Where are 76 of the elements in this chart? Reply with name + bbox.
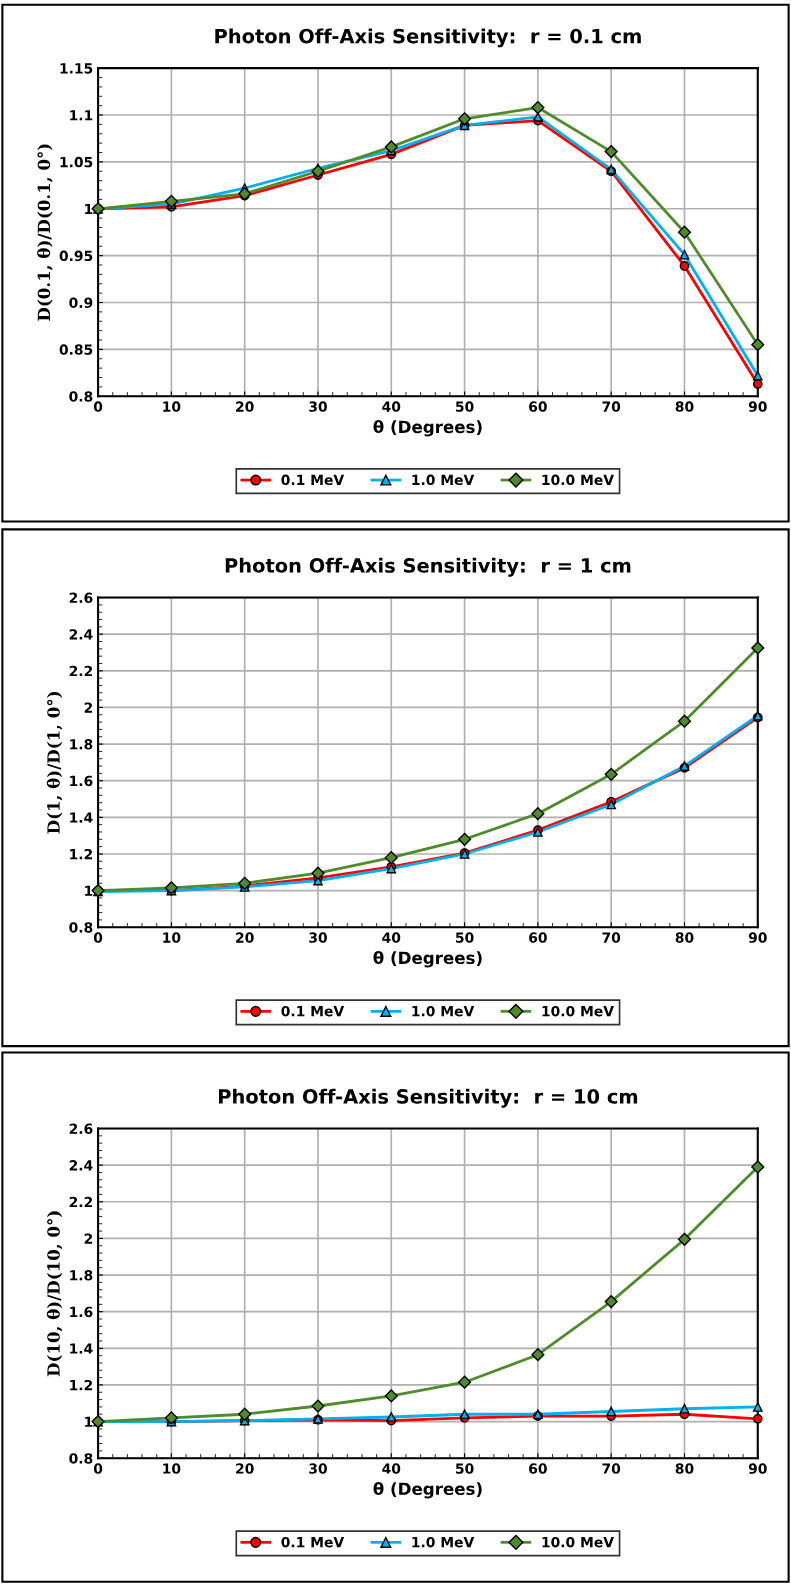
x-tick-label: 10 (163, 932, 181, 943)
y-tick-label: 1.2 (70, 848, 93, 860)
legend-label: 0.1 MeV (281, 1005, 345, 1017)
chart-title: Photon Off-Axis Sensitivity: r = 0.1 cm (215, 28, 641, 48)
x-tick-label: 40 (382, 401, 401, 412)
y-tick-label: 1.05 (60, 156, 93, 168)
y-tick-label: 1.1 (70, 110, 93, 121)
legend-label: 0.1 MeV (281, 1536, 345, 1548)
y-tick-label: 1.8 (70, 739, 93, 750)
x-tick-label: 60 (529, 1463, 547, 1474)
x-tick-label: 20 (236, 401, 254, 412)
legend-label: 1.0 MeV (412, 474, 475, 486)
y-tick-label: 2.4 (69, 1160, 93, 1171)
y-tick-label: 1.15 (60, 63, 93, 74)
y-tick-label: 1.8 (70, 1270, 93, 1281)
legend-label: 1.0 MeV (412, 1005, 475, 1017)
y-tick-label: 1.6 (70, 775, 93, 787)
y-tick-label: 1.6 (70, 1306, 93, 1318)
y-tick-label: 0.95 (59, 250, 93, 262)
x-tick-label: 90 (748, 401, 767, 412)
y-tick-label: 0.8 (69, 1453, 93, 1464)
y-tick-label: 1 (85, 203, 93, 215)
x-tick-label: 80 (675, 932, 694, 943)
y-tick-label: 0.9 (69, 297, 93, 308)
y-tick-label: 2 (84, 1233, 93, 1244)
y-tick-label: 2.4 (69, 629, 93, 640)
y-tick-label: 1 (85, 885, 93, 896)
y-tick-label: 0.8 (69, 922, 93, 933)
x-tick-label: 50 (455, 401, 474, 412)
x-tick-label: 50 (455, 932, 474, 943)
legend-label: 1.0 MeV (412, 1536, 475, 1548)
x-tick-label: 50 (455, 1463, 474, 1474)
x-axis-title: θ (Degrees) (373, 1482, 482, 1499)
x-tick-label: 20 (236, 932, 254, 943)
legend-label: 0.1 MeV (281, 474, 345, 486)
y-axis-title: D(1, θ)/D(1, 0°) (46, 691, 63, 834)
y-tick-label: 1.4 (70, 812, 93, 823)
y-tick-label: 2.6 (69, 592, 93, 604)
x-tick-label: 10 (163, 1463, 181, 1474)
legend-label: 10.0 MeV (542, 1005, 614, 1017)
x-axis-title: θ (Degrees) (373, 420, 482, 437)
x-tick-label: 60 (529, 932, 547, 943)
legend-label: 10.0 MeV (542, 1536, 614, 1548)
y-tick-label: 1 (85, 1416, 93, 1427)
x-tick-label: 0 (93, 401, 103, 412)
x-tick-label: 20 (236, 1463, 254, 1474)
y-tick-label: 1.4 (70, 1343, 93, 1354)
x-tick-label: 80 (675, 401, 694, 412)
x-axis-title: θ (Degrees) (373, 951, 482, 968)
y-tick-label: 2.2 (69, 665, 93, 677)
x-tick-label: 60 (529, 401, 547, 412)
x-tick-label: 30 (309, 401, 327, 412)
y-axis-title: D(0.1, θ)/D(0.1, 0°) (37, 144, 53, 321)
x-tick-label: 90 (748, 1463, 767, 1474)
x-tick-label: 10 (163, 401, 181, 412)
y-tick-label: 2 (84, 702, 93, 713)
x-tick-label: 40 (382, 1463, 401, 1474)
x-tick-label: 70 (602, 932, 621, 943)
x-tick-label: 70 (602, 1463, 621, 1474)
x-tick-label: 0 (93, 1463, 103, 1474)
x-tick-label: 90 (748, 932, 767, 943)
x-tick-label: 0 (93, 932, 103, 943)
y-axis-title: D(10, θ)/D(10, 0°) (46, 1211, 63, 1377)
x-tick-label: 30 (309, 1463, 327, 1474)
x-tick-label: 30 (309, 932, 327, 943)
x-tick-label: 70 (602, 401, 621, 412)
y-tick-label: 0.8 (69, 391, 93, 402)
y-tick-label: 2.6 (69, 1123, 93, 1134)
y-tick-label: 0.85 (59, 344, 93, 355)
x-tick-label: 40 (382, 932, 401, 943)
chart-title: Photon Off-Axis Sensitivity: r = 1 cm (225, 557, 631, 577)
legend-label: 10.0 MeV (542, 474, 614, 486)
chart-title: Photon Off-Axis Sensitivity: r = 10 cm (219, 1088, 638, 1108)
y-tick-label: 2.2 (69, 1196, 93, 1208)
y-tick-label: 1.2 (70, 1379, 93, 1391)
x-tick-label: 80 (675, 1463, 694, 1474)
